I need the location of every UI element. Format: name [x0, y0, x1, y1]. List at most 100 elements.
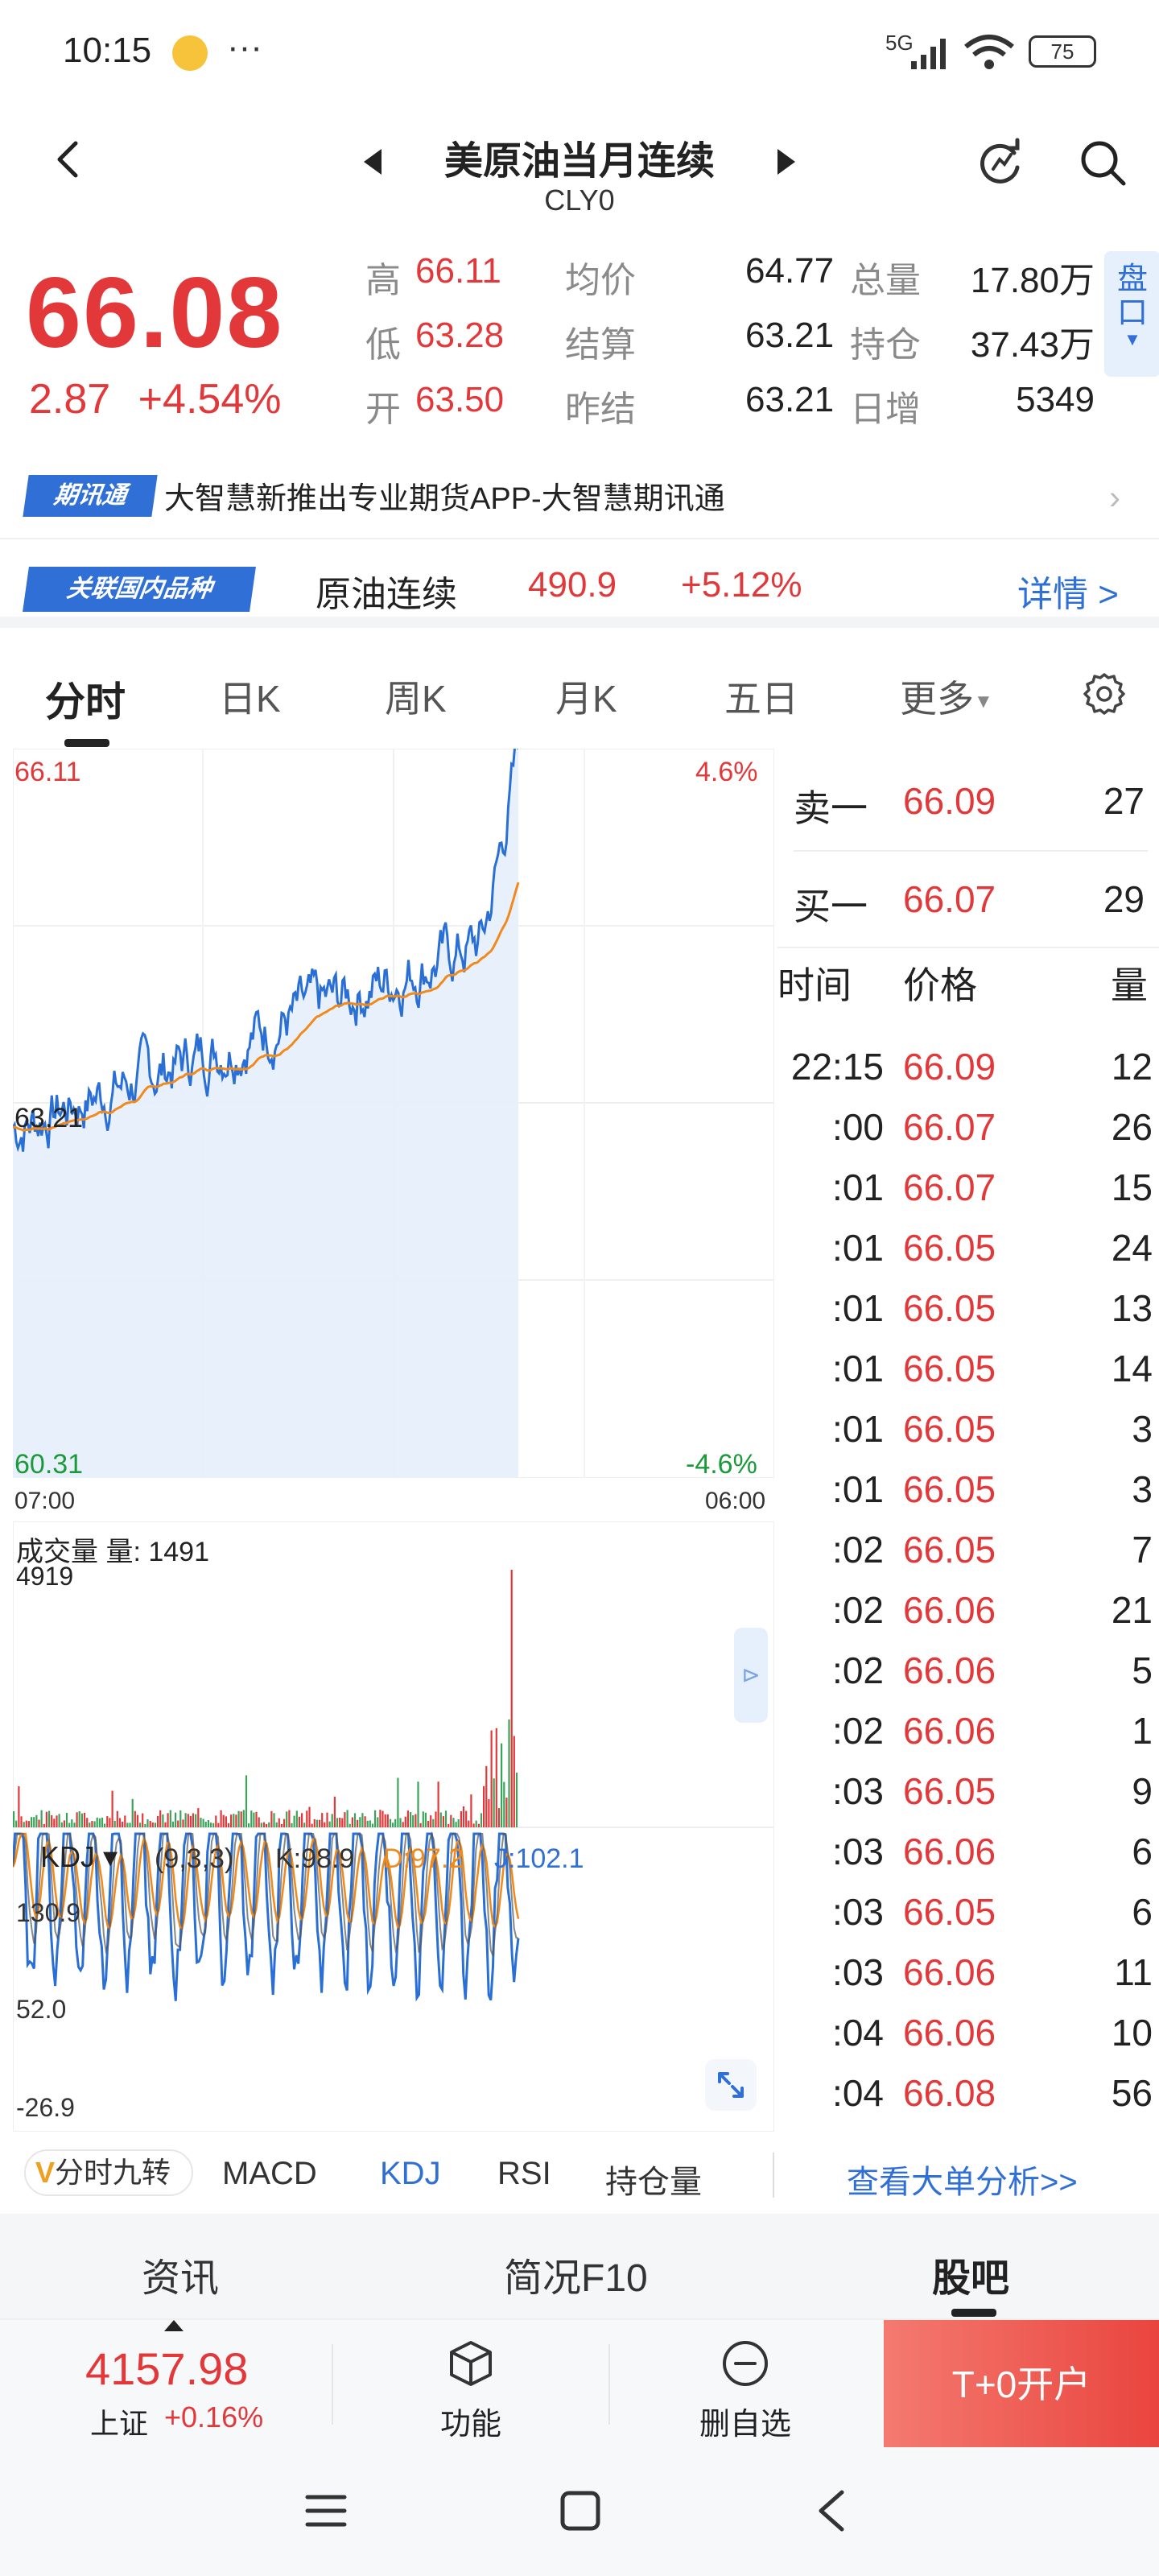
prev-contract-icon[interactable]	[361, 147, 385, 176]
volume-bar	[220, 1810, 222, 1827]
kdj-j-line	[13, 1832, 520, 2002]
tab-macd[interactable]: MACD	[222, 2156, 317, 2191]
volume-bar	[288, 1810, 291, 1827]
kdj-selector[interactable]: KDJ ▾	[40, 1840, 118, 1873]
volume-bar	[406, 1810, 409, 1827]
time-start-label: 07:00	[14, 1488, 76, 1514]
pankou-button[interactable]: 盘口 ▼	[1104, 251, 1159, 377]
volume-bar	[318, 1819, 321, 1827]
caret-down-icon: ▼	[1124, 329, 1141, 349]
tick-price: 66.05	[903, 1529, 996, 1571]
tab-rsi[interactable]: RSI	[497, 2156, 551, 2191]
volume-bar	[184, 1813, 187, 1827]
volume-chart[interactable]	[13, 1521, 774, 1827]
tab-news[interactable]: 资讯	[142, 2257, 220, 2300]
settle-value: 63.21	[745, 316, 835, 355]
volume-bar	[116, 1810, 118, 1827]
volume-bar	[394, 1818, 397, 1827]
index-value[interactable]: 4157.98	[85, 2343, 249, 2394]
expand-side-icon[interactable]: ⊳	[734, 1628, 768, 1723]
tab-open-interest[interactable]: 持仓量	[605, 2165, 702, 2200]
next-contract-icon[interactable]	[774, 147, 798, 176]
tab-kdj[interactable]: KDJ	[380, 2156, 441, 2191]
chart-tabs: 分时 日K 周K 月K 五日 更多▼	[0, 644, 1159, 749]
tick-price: 66.05	[903, 1891, 996, 1933]
contract-code: CLY0	[544, 184, 615, 217]
volume-bar	[333, 1796, 336, 1827]
kdj-chart[interactable]	[13, 1827, 774, 2132]
remove-watchlist-button[interactable]: 删自选	[681, 2334, 810, 2442]
volume-bar	[217, 1823, 220, 1827]
tick-time: :03	[832, 1770, 884, 1812]
function-button[interactable]: 功能	[419, 2334, 523, 2442]
search-icon[interactable]	[1077, 137, 1128, 188]
fullscreen-icon[interactable]	[705, 2059, 757, 2111]
high-value: 66.11	[415, 251, 501, 291]
volume-bar	[235, 1814, 237, 1827]
volume-bar	[56, 1815, 58, 1827]
tab-daily-k[interactable]: 日K	[219, 678, 281, 720]
open-interest-value: 37.43万	[970, 325, 1095, 365]
tick-price: 66.06	[903, 1649, 996, 1691]
volume-bar	[410, 1812, 412, 1827]
big-order-analysis-link[interactable]: 查看大单分析>>	[847, 2165, 1078, 2200]
app-notification-icon	[172, 35, 208, 71]
tick-row: :01 66.05 3	[777, 1407, 1159, 1467]
refresh-icon[interactable]	[974, 137, 1025, 188]
volume-bar	[361, 1813, 364, 1827]
buy-one-price: 66.07	[903, 878, 996, 920]
tick-time: :02	[832, 1649, 884, 1691]
tick-price: 66.06	[903, 1589, 996, 1631]
tick-price: 66.06	[903, 2012, 996, 2054]
volume-bar	[283, 1818, 286, 1827]
volume-bar	[76, 1812, 78, 1827]
tick-time: :02	[832, 1529, 884, 1571]
menu-icon[interactable]	[304, 2491, 348, 2531]
home-icon[interactable]	[559, 2489, 602, 2533]
tick-qty: 26	[1111, 1106, 1153, 1148]
caret-up-icon	[164, 2320, 184, 2331]
volume-bar	[169, 1810, 171, 1827]
tick-qty: 56	[1111, 2072, 1153, 2114]
tick-head-price: 价格	[903, 964, 977, 1006]
tab-five-day[interactable]: 五日	[724, 678, 798, 720]
volume-bar	[48, 1810, 51, 1827]
tab-more[interactable]: 更多▼	[900, 670, 993, 723]
tab-weekly-k[interactable]: 周K	[385, 678, 447, 720]
average-line	[13, 881, 520, 1132]
tab-f10[interactable]: 简况F10	[504, 2257, 648, 2300]
buy-one-label: 买一	[794, 886, 868, 927]
volume-bar	[359, 1817, 361, 1827]
back-nav-icon[interactable]	[813, 2487, 848, 2534]
news-banner[interactable]: 期讯通 大智慧新推出专业期货APP-大智慧期讯通 ›	[0, 451, 1159, 539]
volume-bar	[510, 1570, 513, 1827]
kdj-axis-top: 130.9	[16, 1898, 81, 1927]
volume-bar	[465, 1810, 468, 1827]
indicator-bar: V分时九转 MACD KDJ RSI 持仓量 查看大单分析>>	[0, 2141, 1159, 2214]
related-detail-link[interactable]: 详情 >	[1017, 575, 1119, 614]
volume-bar	[144, 1823, 146, 1827]
kdj-axis-mid: 52.0	[16, 1995, 67, 2024]
volume-bar	[177, 1820, 179, 1827]
price-chart[interactable]	[13, 749, 774, 1478]
tick-qty: 21	[1111, 1589, 1153, 1631]
price-area	[13, 749, 518, 1478]
open-account-button[interactable]: T+0开户	[884, 2320, 1159, 2449]
volume-bar	[40, 1810, 43, 1827]
jiuzhuan-button[interactable]: V分时九转	[24, 2149, 193, 2196]
back-button[interactable]	[45, 135, 93, 184]
chevron-right-icon: ›	[1109, 478, 1120, 516]
tab-forum[interactable]: 股吧	[932, 2257, 1010, 2300]
gear-icon[interactable]	[1080, 670, 1128, 718]
volume-bar	[38, 1819, 40, 1827]
tick-price: 66.07	[903, 1166, 996, 1208]
tab-intraday[interactable]: 分时	[45, 679, 126, 724]
tick-head-time: 时间	[777, 964, 852, 1006]
tick-row: :02 66.06 5	[777, 1649, 1159, 1708]
volume-bar	[225, 1816, 227, 1827]
volume-bar	[60, 1822, 63, 1827]
system-navigation-bar	[0, 2447, 1159, 2576]
tick-price: 66.06	[903, 1710, 996, 1752]
tab-monthly-k[interactable]: 月K	[555, 678, 617, 720]
quote-grid: 高 66.11 低 63.28 开 63.50 均价 64.77 结算 63.2…	[362, 251, 1103, 444]
